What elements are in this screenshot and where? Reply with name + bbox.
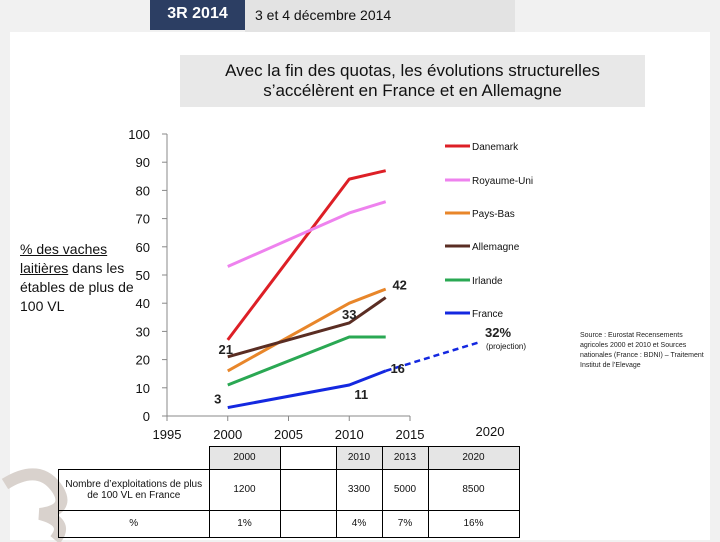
table-header-cell: 2000 xyxy=(208,446,281,470)
series-line-france xyxy=(227,369,387,410)
y-tick-label: 80 xyxy=(136,183,150,198)
series-line-danemark xyxy=(226,169,387,341)
table-cell: 1200 xyxy=(208,468,281,511)
legend-label: Allemagne xyxy=(472,242,520,253)
table-cell: 8500 xyxy=(427,468,520,511)
y-tick-label: 50 xyxy=(136,268,150,283)
series-line-allemagne xyxy=(227,296,387,359)
y-tick-label: 100 xyxy=(128,127,150,142)
x-label-2020: 2020 xyxy=(476,424,505,439)
title-line-1: Avec la fin des quotas, les évolutions s… xyxy=(225,61,600,80)
table-header-row: 2000 2010 2013 2020 xyxy=(58,446,520,470)
x-tick-label: 2005 xyxy=(274,427,303,442)
x-tick-label: 2015 xyxy=(396,427,425,442)
title-box xyxy=(180,55,645,107)
y-tick-label: 30 xyxy=(136,324,150,339)
annotation-label: 3 xyxy=(214,392,221,407)
legend-label: Irlande xyxy=(472,276,503,287)
projection-value-label: 32% xyxy=(485,325,511,340)
data-table: 2000 2010 2013 2020 Nombre d’exploitatio… xyxy=(58,446,520,538)
table-cell: 4% xyxy=(335,509,383,538)
y-axis-label-underlined: % des vaches laitières xyxy=(20,241,108,276)
series-line-pays-bas xyxy=(227,287,387,373)
x-tick-label: 1995 xyxy=(153,427,182,442)
chart-title: Avec la fin des quotas, les évolutions s… xyxy=(180,61,645,101)
legend-label: Danemark xyxy=(472,142,519,153)
event-date: 3 et 4 décembre 2014 xyxy=(245,0,515,32)
table-header-cell: 2010 xyxy=(335,446,383,470)
y-tick-label: 20 xyxy=(136,353,150,368)
annotation-label: 42 xyxy=(392,278,406,293)
legend-label: Royaume-Uni xyxy=(472,176,533,187)
y-axis-label: % des vaches laitières dans les étables … xyxy=(20,240,135,316)
header-background xyxy=(0,0,150,32)
y-tick-label: 60 xyxy=(136,240,150,255)
x-tick-label: 2010 xyxy=(335,427,364,442)
y-tick-label: 0 xyxy=(143,409,150,424)
legend-label: France xyxy=(472,309,504,320)
y-tick-label: 90 xyxy=(136,155,150,170)
source-note: Source : Eurostat Recensements agricoles… xyxy=(580,332,704,369)
table-cell: 5000 xyxy=(381,468,429,511)
event-badge: 3R 2014 xyxy=(150,0,245,30)
table-cell: 16% xyxy=(427,509,520,538)
table-row-label: % xyxy=(58,509,210,538)
y-tick-label: 70 xyxy=(136,212,150,227)
table-row-label: Nombre d’exploitations de plus de 100 VL… xyxy=(58,468,210,511)
projection-note: (projection) xyxy=(486,342,526,351)
annotation-label: 11 xyxy=(354,387,368,402)
y-axis-label-rest: dans les étables de plus de 100 VL xyxy=(20,260,134,314)
annotation-label: 33 xyxy=(342,307,356,322)
y-tick-label: 10 xyxy=(136,381,150,396)
title-line-2: s’accélèrent en France et en Allemagne xyxy=(263,81,562,100)
annotation-label: 21 xyxy=(219,342,233,357)
annotation-label: 16 xyxy=(390,361,404,376)
series-line-royaume-uni xyxy=(227,200,387,268)
france-projection-line xyxy=(385,340,481,373)
table-header-cell: 2013 xyxy=(381,446,429,470)
legend-label: Pays-Bas xyxy=(472,209,515,220)
x-tick-label: 2000 xyxy=(213,427,242,442)
series-line-irlande xyxy=(227,335,386,387)
y-tick-label: 40 xyxy=(136,296,150,311)
table-row: Nombre d’exploitations de plus de 100 VL… xyxy=(58,468,520,511)
table-cell: 3300 xyxy=(335,468,383,511)
table-row: % 1% 4% 7% 16% xyxy=(58,509,520,538)
table-cell: 7% xyxy=(381,509,429,538)
table-cell: 1% xyxy=(208,509,281,538)
table-header-cell: 2020 xyxy=(427,446,520,470)
